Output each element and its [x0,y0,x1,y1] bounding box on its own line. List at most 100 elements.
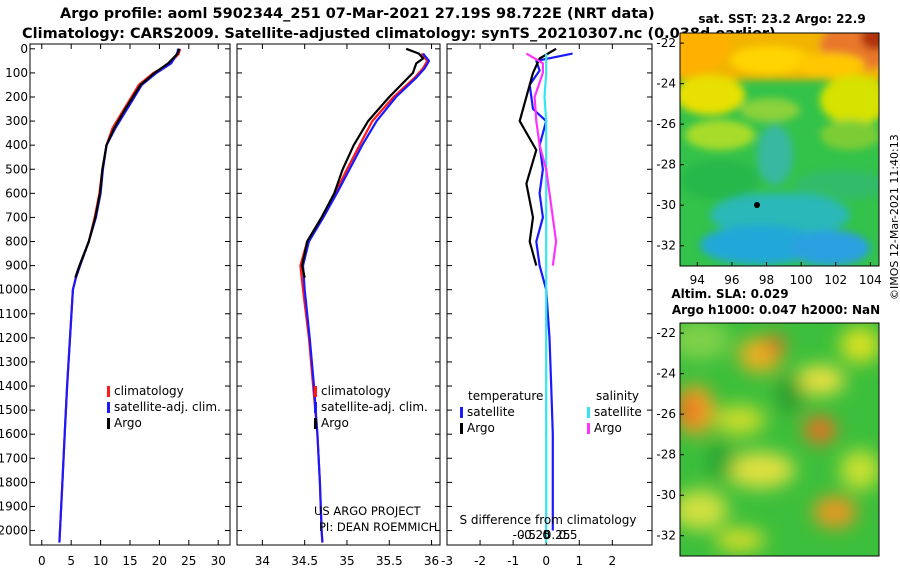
legend-swatch [107,386,110,397]
legend-swatch [587,407,590,418]
map-x-tick-label: 94 [690,273,705,287]
y-tick-label: 900 [5,259,28,273]
map-y-tick-label: -32 [656,239,676,253]
y-tick-label: 500 [5,162,28,176]
x-tick-label: -3 [441,554,453,568]
sst-map-frame [679,32,880,267]
map-y-tick-label: -30 [656,198,676,212]
y-tick-label: 1500 [0,403,28,417]
y-tick-label: 200 [5,90,28,104]
series-line-argo [301,47,425,278]
sla-heatmap [680,323,879,556]
series-line-salinity-satellite [543,53,548,543]
x-tick-label: 30 [211,554,226,568]
x-tick-label: 20 [152,554,167,568]
map-x-tick-label: 104 [859,273,882,287]
x-tick-label: 34.5 [291,554,318,568]
map-y-tick-label: -26 [656,117,676,131]
map-y-tick-label: -24 [656,367,676,381]
map-x-tick-label: 102 [824,273,847,287]
legend-label: climatology [321,384,391,398]
legend-label: Argo [467,421,495,435]
sla-map-ticks: -22 -24 -26 -28 -30 -32 [656,326,684,543]
series-line-satellite-adj-clim- [301,52,431,543]
map-x-tick-label: 98 [759,273,774,287]
series-line-satellite-adj-clim- [58,48,180,543]
series-line-argo [74,48,181,278]
x-tick-label: 34 [255,554,270,568]
legend-label: Argo [321,416,349,430]
x-top-tick-label: 0 [542,528,550,542]
y-tick-label: 1700 [0,451,28,465]
copyright-credit: ©IMOS 12-Mar-2021 11:40:13 [888,134,900,300]
y-tick-label: 1000 [0,283,28,297]
x-tick-label: -2 [474,554,486,568]
legend-swatch [314,418,317,429]
x-top-tick-label: 0.5 [558,528,577,542]
map-y-tick-label: -28 [656,158,676,172]
map-y-tick-label: -24 [656,77,676,91]
y-tick-label: 800 [5,235,28,249]
x-tick-label: 10 [93,554,108,568]
legend-label: Argo [594,421,622,435]
x-tick-label: 36 [424,554,439,568]
legend-swatch [460,407,463,418]
legend-label: satellite [467,405,515,419]
legend-label: satellite [594,405,642,419]
x-tick-label: 2 [609,554,617,568]
y-tick-label: 0 [20,42,28,56]
y-tick-label: 300 [5,114,28,128]
annotation-pi: PI: DEAN ROEMMICH [319,520,437,534]
plot-frame-difference-profile [446,43,653,546]
legend-swatch [587,423,590,434]
sst-heatmap [680,33,879,266]
legend-swatch [314,402,317,413]
y-tick-label: 1900 [0,499,28,513]
chart-title-line-2: Climatology: CARS2009. Satellite-adjuste… [22,26,776,42]
y-tick-label: 100 [5,66,28,80]
y-tick-label: 700 [5,210,28,224]
series-line-salinity-argo [525,52,558,266]
x-tick-label: 0 [38,554,46,568]
plot-frame-salinity-profile [236,43,441,546]
legend-swatch [460,423,463,434]
legend-swatch [107,402,110,413]
x-tick-label: -1 [507,554,519,568]
map-y-tick-label: -32 [656,529,676,543]
map-y-tick-label: -28 [656,448,676,462]
legend-swatch [107,418,110,429]
legend-heading-temperature: temperature [468,389,543,403]
x-tick-label: 25 [181,554,196,568]
annotation-project: US ARGO PROJECT [314,504,422,518]
map-y-tick-label: -22 [656,36,676,50]
x-tick-label: 5 [67,554,75,568]
map-x-tick-label: 96 [724,273,739,287]
y-tick-label: 1100 [0,307,28,321]
x-tick-label: 35.5 [376,554,403,568]
y-tick-label: 1200 [0,331,28,345]
map-y-tick-label: -22 [656,326,676,340]
plot-frame-temperature-profile [29,43,231,546]
x-top-tick-label: -0.25 [520,528,551,542]
difference-xlabel: S difference from climatology [460,513,637,527]
x-top-tick-label: 0.25 [544,528,571,542]
y-tick-label: 1800 [0,475,28,489]
x-tick-label: 0 [542,554,550,568]
sst-map-ticks: -22 -24 -26 -28 -30 -32 94 96 98 100 102 104 [656,36,881,287]
series-line-temperature-argo [518,47,557,266]
legend-label: climatology [114,384,184,398]
y-tick-label: 1300 [0,355,28,369]
x-tick-label: 15 [122,554,137,568]
y-tick-label: 400 [5,138,28,152]
sla-map-frame [679,322,880,557]
legend-label: Argo [114,416,142,430]
legend-heading-salinity: salinity [596,389,639,403]
sst-map-title: sat. SST: 23.2 Argo: 22.9 [698,12,865,26]
chart-title-line-1: Argo profile: aoml 5902344_251 07-Mar-20… [60,6,655,22]
x-tick-label: 35 [339,554,354,568]
legend-swatch [314,386,317,397]
sla-map-title-line-1: Altim. SLA: 0.029 [671,287,788,301]
y-tick-label: 2000 [0,524,28,538]
x-top-tick-label: -0.5 [513,528,536,542]
